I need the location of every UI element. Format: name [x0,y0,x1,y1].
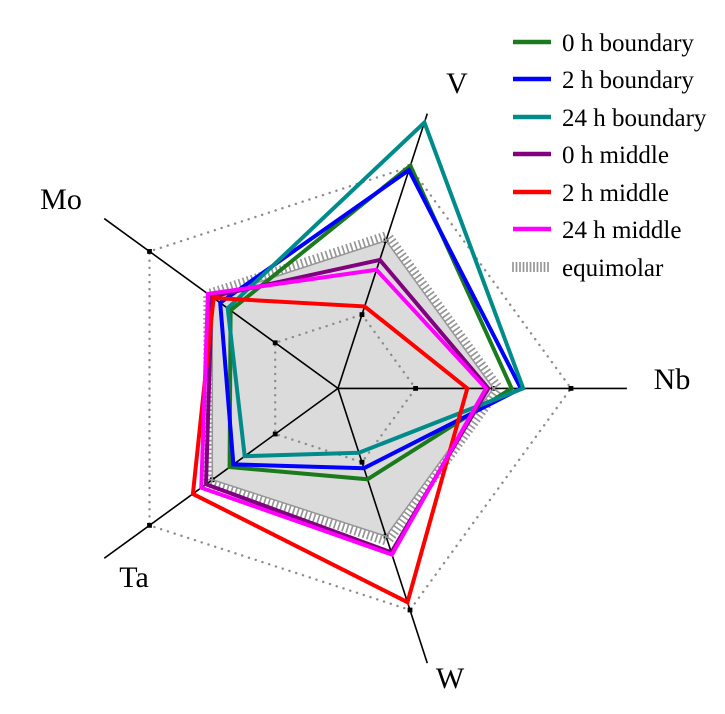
axis-label-nb: Nb [654,363,691,396]
legend-label-2-h-boundary: 2 h boundary [562,67,694,94]
axis-tick-nb-0.333 [413,386,418,391]
radar-axis-v [337,113,429,389]
axis-tick-nb-1 [568,386,574,391]
legend-label-0-h-middle: 0 h middle [562,142,669,169]
axis-tick-ta-1 [147,522,152,528]
legend-label-24-h-middle: 24 h middle [562,217,681,244]
axis-tick-ta-0.333 [272,431,278,437]
axis-tick-mo-0.333 [272,340,278,346]
legend-label-2-h-middle: 2 h middle [562,180,669,207]
series-polygon-2-h-boundary [218,167,524,471]
axis-label-w: W [436,662,465,695]
radar-axis-ta [103,387,339,559]
grid-ring-1 [148,165,573,612]
series-polygon-24-h-middle [199,267,489,558]
axis-label-mo: Mo [40,183,82,216]
axis-tick-v-0.333 [359,312,365,318]
series-equimolar-hatch-0 [385,234,502,390]
axis-tick-mo-1 [147,249,152,254]
legend-swatch-equimolar [512,262,549,272]
series-equimolar-hatch-2 [208,479,387,546]
grid-ring-0.333 [274,313,418,464]
axis-tick-w-0.333 [359,459,365,465]
legend-label-0-h-boundary: 0 h boundary [562,30,694,57]
axis-label-v: V [446,67,468,100]
legend-label-24-h-boundary: 24 h boundary [562,105,707,132]
radar-axis-w [337,388,429,664]
series-polygon-24-h-boundary [225,118,526,459]
legend-label-equimolar: equimolar [562,255,664,282]
axis-tick-w-1 [407,607,413,613]
axis-label-ta: Ta [119,561,149,594]
series-polygon-2-h-middle [190,295,470,606]
